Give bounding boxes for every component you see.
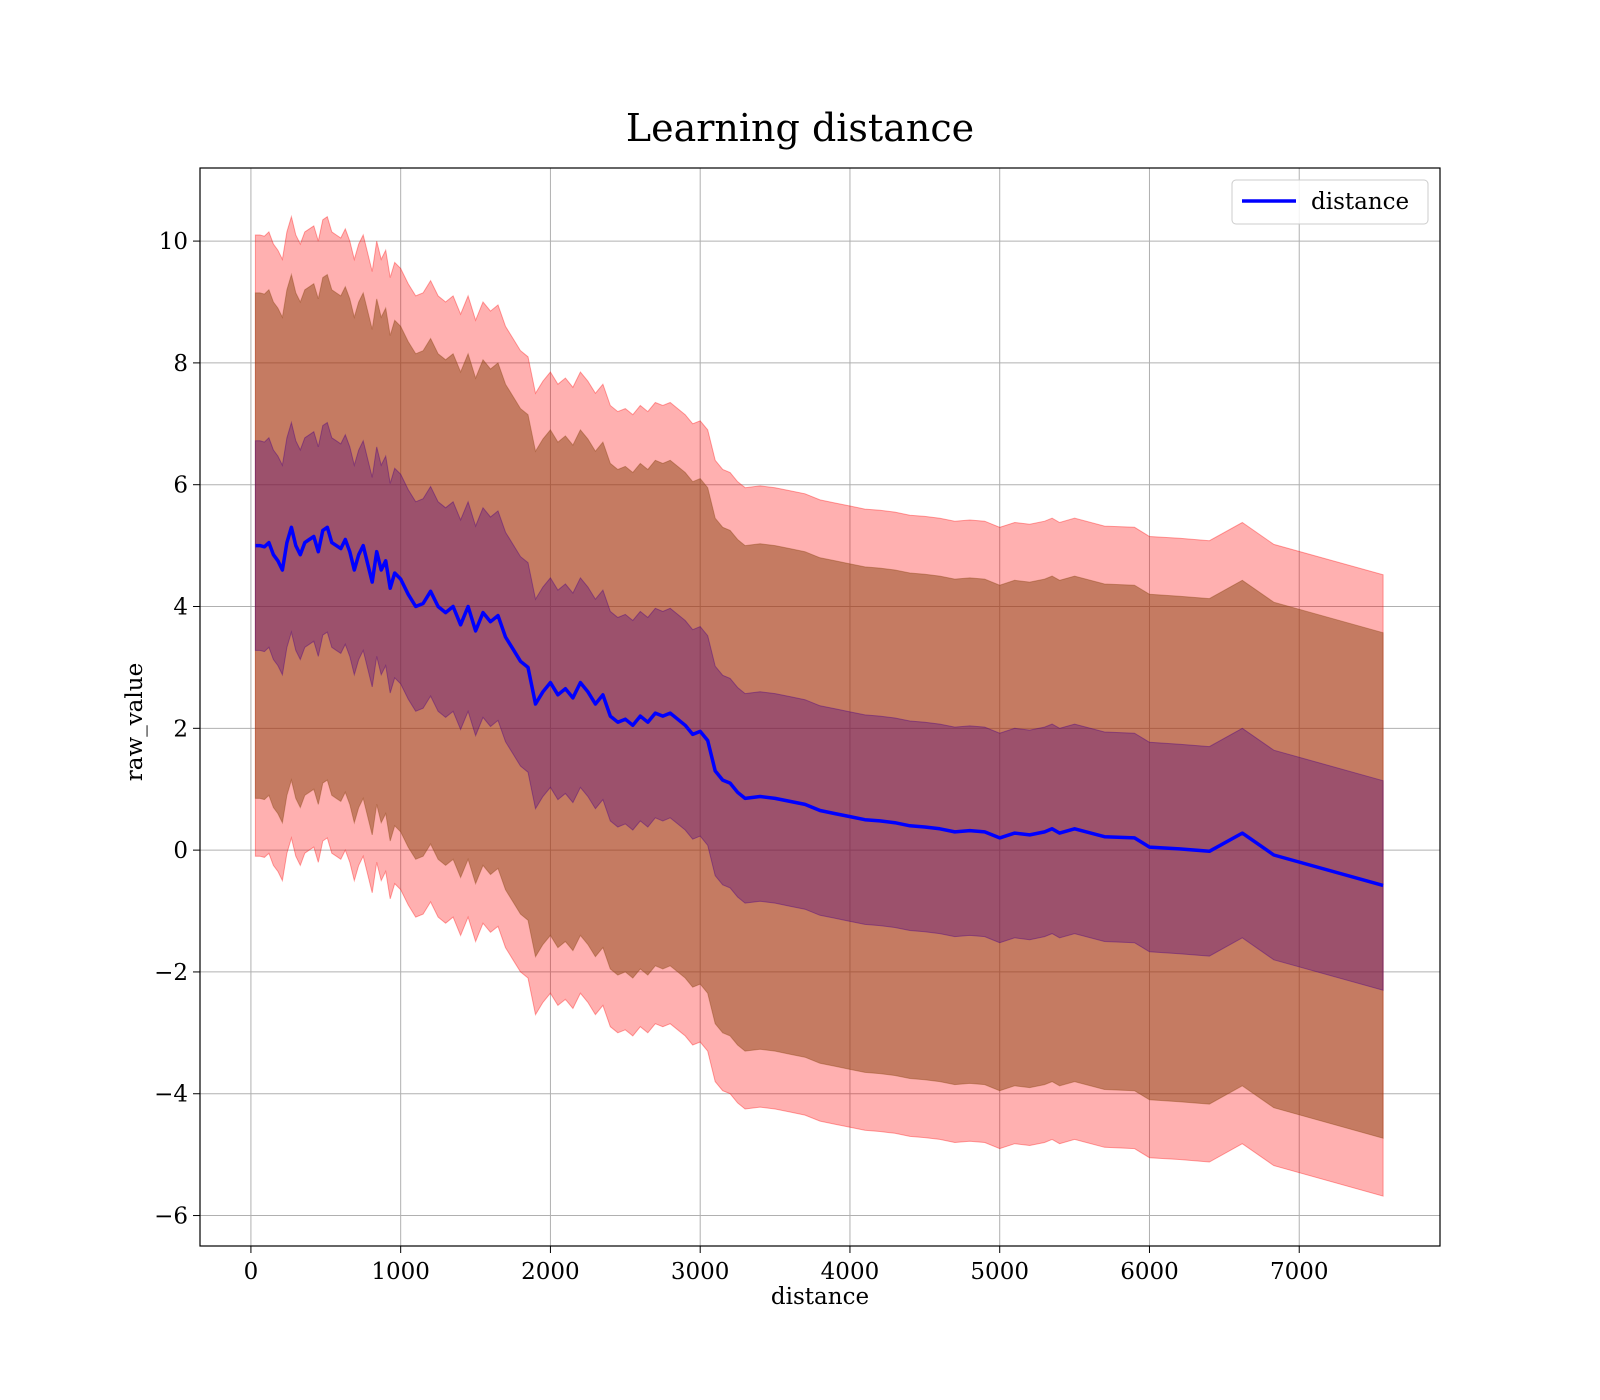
y-tick-label: 0 — [173, 838, 188, 864]
x-tick-label: 1000 — [371, 1259, 430, 1285]
x-tick-label: 7000 — [1270, 1259, 1329, 1285]
y-tick-label: 10 — [159, 229, 188, 255]
y-tick-label: 4 — [173, 595, 188, 621]
legend: distance — [1231, 179, 1429, 225]
y-tick-label: 6 — [173, 473, 188, 499]
legend-box — [1231, 179, 1429, 225]
y-tick-label: −2 — [154, 960, 188, 986]
x-tick-label: 0 — [244, 1259, 259, 1285]
y-axis-ticks: −6 −4 −2 0 2 4 6 8 10 — [154, 229, 200, 1230]
x-axis-label: distance — [771, 1284, 869, 1310]
x-tick-label: 3000 — [671, 1259, 730, 1285]
plot-frame — [199, 167, 1441, 1247]
x-axis-ticks: 0 1000 2000 3000 4000 5000 6000 7000 — [244, 1246, 1329, 1285]
chart-title: Learning distance — [626, 106, 974, 150]
x-tick-label: 2000 — [521, 1259, 580, 1285]
series-lines — [255, 525, 1384, 888]
y-tick-label: −6 — [154, 1204, 188, 1230]
y-tick-label: 8 — [173, 351, 188, 377]
band-middle — [254, 272, 1384, 1139]
x-tick-label: 6000 — [1120, 1259, 1179, 1285]
x-tick-label: 4000 — [821, 1259, 880, 1285]
band-inner — [254, 420, 1384, 991]
y-tick-label: 2 — [173, 716, 188, 742]
series-line-distance — [255, 525, 1384, 888]
confidence-bands — [254, 214, 1384, 1197]
x-tick-label: 5000 — [970, 1259, 1029, 1285]
y-tick-label: −4 — [154, 1082, 188, 1108]
legend-label-distance: distance — [1311, 189, 1409, 215]
y-axis-label: raw_value — [122, 663, 148, 781]
